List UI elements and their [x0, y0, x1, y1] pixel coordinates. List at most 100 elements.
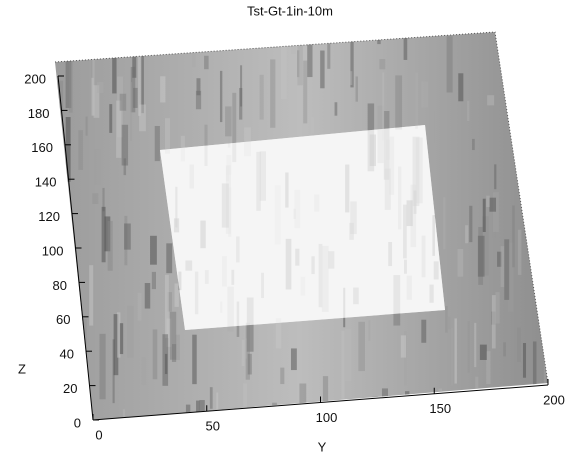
texture — [270, 59, 276, 128]
texture — [99, 333, 106, 400]
texture — [527, 156, 532, 194]
texture — [239, 87, 243, 120]
texture — [382, 72, 385, 141]
texture — [472, 138, 475, 151]
texture — [124, 223, 131, 250]
texture — [137, 292, 142, 321]
texture — [123, 158, 127, 176]
texture — [85, 116, 88, 136]
texture — [512, 205, 515, 268]
texture — [151, 271, 156, 290]
y-tick-label: 60 — [56, 312, 70, 327]
texture — [534, 391, 540, 420]
x-tick-label: 50 — [206, 419, 220, 434]
texture — [303, 60, 308, 124]
texture — [447, 316, 451, 330]
texture — [311, 409, 315, 420]
texture — [517, 229, 522, 275]
texture — [500, 246, 505, 288]
y-tick-label: 160 — [31, 140, 53, 155]
texture — [521, 64, 525, 97]
texture — [232, 92, 237, 163]
texture — [112, 339, 115, 404]
texture — [175, 334, 180, 361]
texture — [109, 104, 113, 133]
texture — [291, 33, 297, 54]
texture — [280, 367, 285, 385]
texture — [290, 348, 297, 371]
texture — [465, 225, 469, 244]
texture — [241, 339, 245, 367]
texture — [494, 164, 497, 190]
texture — [404, 331, 407, 386]
texture — [240, 65, 243, 107]
texture — [204, 124, 208, 166]
texture — [541, 133, 546, 147]
texture — [507, 242, 514, 312]
texture — [113, 314, 119, 376]
texture — [531, 70, 539, 110]
texture — [93, 85, 100, 118]
texture — [166, 318, 172, 347]
y-tick-label: 40 — [60, 347, 74, 362]
texture — [486, 351, 491, 385]
texture — [415, 72, 418, 129]
texture — [532, 33, 537, 69]
texture — [334, 102, 338, 116]
y-tick-label: 120 — [38, 209, 60, 224]
texture — [94, 149, 101, 185]
texture — [545, 196, 548, 264]
texture — [310, 117, 314, 134]
texture — [65, 41, 72, 109]
texture — [65, 117, 71, 182]
texture — [204, 55, 209, 70]
texture — [92, 193, 99, 204]
texture — [349, 71, 353, 85]
texture — [275, 318, 282, 349]
x-tick-label: 0 — [95, 427, 102, 442]
texture — [121, 124, 129, 166]
texture — [492, 192, 499, 232]
texture — [404, 405, 409, 420]
texture — [522, 343, 527, 378]
texture — [102, 187, 105, 212]
texture — [244, 127, 251, 157]
texture — [467, 321, 470, 373]
texture — [241, 338, 247, 359]
texture — [515, 43, 519, 104]
texture — [545, 207, 548, 271]
texture — [164, 353, 168, 375]
texture — [491, 295, 496, 349]
texture — [454, 318, 457, 384]
texture — [112, 35, 117, 94]
texture — [467, 100, 470, 122]
texture — [160, 76, 166, 103]
texture — [445, 306, 448, 333]
texture — [388, 392, 391, 414]
texture — [539, 272, 546, 298]
texture — [91, 56, 94, 78]
x-tick-label: 150 — [429, 401, 451, 416]
texture — [139, 104, 146, 132]
texture — [171, 344, 177, 362]
texture — [247, 353, 252, 375]
texture — [377, 33, 381, 45]
texture — [492, 213, 497, 238]
texture — [152, 329, 158, 380]
texture — [497, 251, 502, 267]
texture — [379, 59, 386, 70]
texture — [539, 32, 547, 48]
texture — [520, 88, 523, 117]
texture — [95, 48, 101, 84]
texture — [430, 111, 435, 143]
texture — [209, 387, 213, 409]
texture — [507, 75, 511, 129]
x-tick-label: 200 — [543, 392, 565, 407]
chart-title: Tst-Gt-1in-10m — [247, 3, 333, 18]
texture — [458, 73, 464, 102]
texture — [443, 197, 446, 250]
y-tick-label: 20 — [63, 381, 77, 396]
texture — [469, 205, 473, 243]
texture — [259, 74, 264, 120]
texture — [192, 334, 197, 385]
